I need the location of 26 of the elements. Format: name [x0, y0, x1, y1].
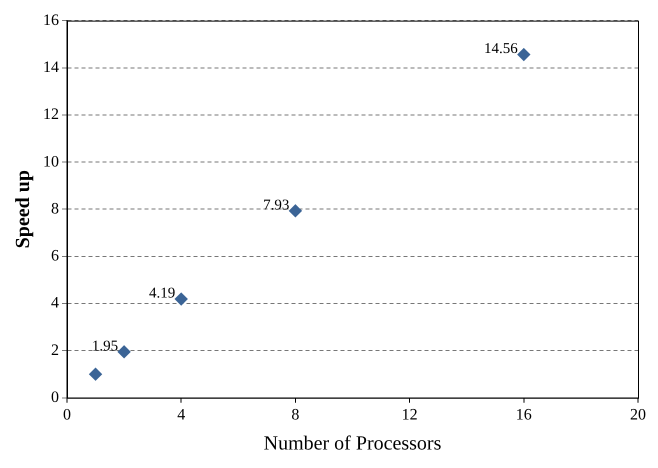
- data-label: 4.19: [148, 285, 176, 302]
- y-tick-label: 6: [51, 248, 59, 265]
- x-tick-label: 12: [402, 406, 418, 424]
- y-tick-label: 14: [43, 58, 59, 76]
- y-tick-label: 2: [51, 342, 59, 359]
- y-tick-label: 10: [43, 153, 59, 170]
- point: [517, 48, 530, 62]
- point: [174, 292, 188, 306]
- data-label: 14.56: [484, 40, 518, 57]
- y-tick-label: 4: [51, 294, 59, 312]
- x-tick-label: 16: [516, 406, 532, 424]
- y-axis-title: Speed up: [12, 170, 34, 248]
- data-label: 1.95: [92, 338, 118, 354]
- x-tick-label: 4: [177, 406, 186, 424]
- x-axis-title: Number of Processors: [264, 432, 442, 454]
- y-tick-label: 0: [51, 389, 59, 406]
- point: [288, 204, 302, 218]
- point: [89, 368, 102, 381]
- x-tick-label: 8: [291, 406, 300, 424]
- y-tick-label: 8: [51, 200, 59, 218]
- point: [118, 345, 131, 358]
- y-tick-label: 12: [43, 106, 59, 124]
- x-tick-label: 0: [63, 406, 71, 424]
- x-tick-label: 20: [630, 406, 646, 424]
- data-label: 7.93: [263, 197, 290, 214]
- y-tick-label: 16: [43, 12, 59, 29]
